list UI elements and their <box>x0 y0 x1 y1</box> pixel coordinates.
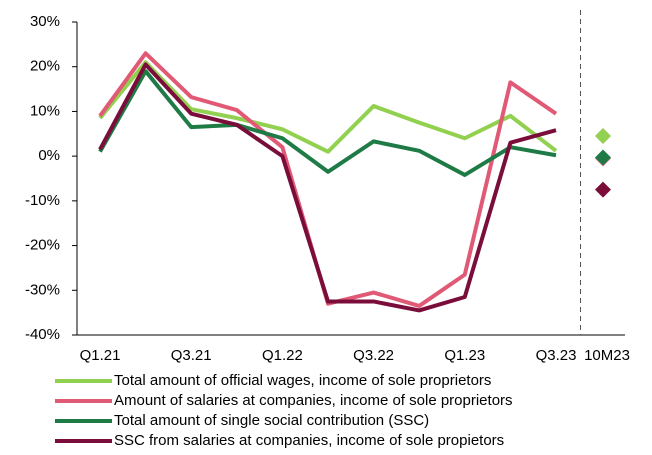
legend-label: Amount of salaries at companies, income … <box>114 392 513 409</box>
series-line <box>98 60 558 154</box>
legend-label: Total amount of single social contributi… <box>114 412 429 429</box>
marker <box>595 149 611 166</box>
legend-label: Total amount of official wages, income o… <box>114 372 491 389</box>
y-tick-label: 0% <box>38 147 60 164</box>
x-tick-label: Q1.22 <box>262 347 303 364</box>
x-tick-label: Q1.23 <box>444 347 485 364</box>
series-line <box>98 51 558 308</box>
x-tick-label: 10M23 <box>584 347 630 364</box>
legend-label: SSC from salaries at companies, income o… <box>114 432 504 449</box>
y-tick-label: -40% <box>25 326 60 343</box>
x-tick-label: Q1.21 <box>80 347 121 364</box>
marker <box>595 128 611 145</box>
y-tick-label: 30% <box>30 13 60 30</box>
y-tick-label: 10% <box>30 102 60 119</box>
marker <box>595 181 611 198</box>
y-tick-label: -20% <box>25 237 60 254</box>
series-line <box>98 69 557 177</box>
y-tick-label: -30% <box>25 281 60 298</box>
y-tick-label: -10% <box>25 192 60 209</box>
x-tick-label: Q3.21 <box>171 347 212 364</box>
series-line <box>98 62 557 313</box>
y-tick-label: 20% <box>30 58 60 75</box>
x-tick-label: Q3.22 <box>353 347 394 364</box>
x-tick-label: Q3.23 <box>536 347 577 364</box>
